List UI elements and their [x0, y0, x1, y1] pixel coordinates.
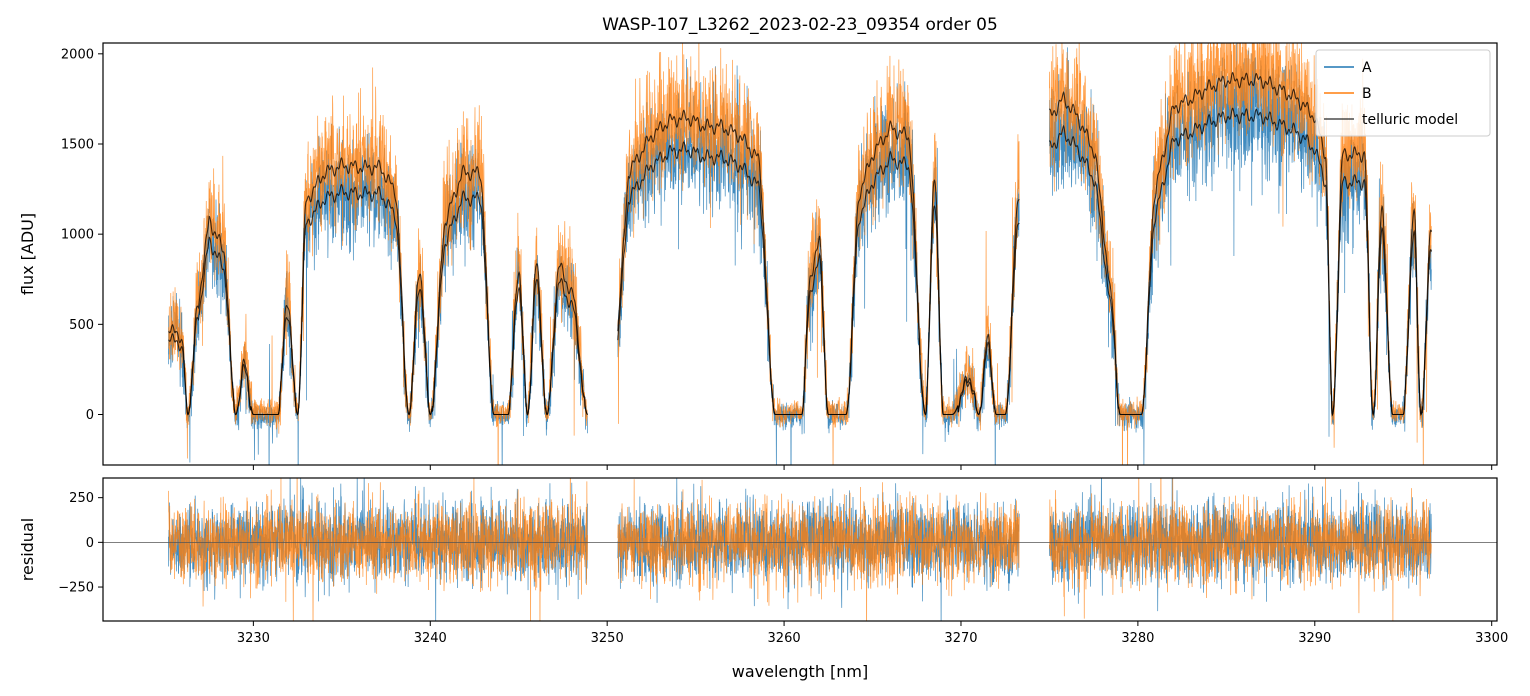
legend-label: A: [1362, 60, 1372, 76]
y-tick-label: 250: [69, 491, 94, 506]
residual-y-axis-label: residual: [18, 518, 37, 581]
y-tick-label: −250: [58, 581, 94, 596]
telluric-model-line-2: [168, 71, 1433, 417]
y-tick-label: 1000: [61, 228, 94, 243]
main-axes-frame: [102, 42, 1498, 466]
y-tick-label: 0: [86, 408, 94, 423]
main-y-ticks: 0 500 1000 1500 2000: [61, 47, 103, 423]
x-tick-label: 3240: [414, 631, 447, 646]
x-tick-label: 3270: [944, 631, 977, 646]
legend-label: B: [1362, 86, 1372, 102]
residual-panel: −250 0 250 3230 3240 3250 3260 3270 3280 3290 330…: [18, 477, 1508, 681]
series-line-a: [168, 43, 1432, 465]
series-line-b: [168, 43, 1432, 465]
residual-x-ticks: 3230 3240 3250 3260 3270 3280 3290 3300: [237, 621, 1508, 646]
x-tick-label: 3230: [237, 631, 270, 646]
main-x-ticks: [252, 465, 1493, 470]
residual-axes-frame: [102, 477, 1498, 622]
main-y-axis-label: flux [ADU]: [18, 213, 37, 295]
x-tick-label: 3260: [768, 631, 801, 646]
residual-line-b: [168, 478, 1432, 621]
y-tick-label: 0: [86, 536, 94, 551]
y-tick-label: 1500: [61, 137, 94, 152]
legend-label: telluric model: [1362, 112, 1458, 128]
main-plot-area: [168, 43, 1433, 465]
legend-box: [1315, 49, 1491, 137]
chart-title: WASP-107_L3262_2023-02-23_09354 order 05: [602, 15, 998, 35]
residual-y-ticks: −250 0 250: [58, 491, 103, 596]
y-tick-label: 2000: [61, 47, 94, 62]
x-tick-label: 3300: [1475, 631, 1508, 646]
residual-plot-area: [103, 478, 1497, 621]
y-tick-label: 500: [69, 318, 94, 333]
x-axis-label: wavelength [nm]: [732, 662, 869, 681]
x-tick-label: 3290: [1298, 631, 1331, 646]
x-tick-label: 3280: [1121, 631, 1154, 646]
x-tick-label: 3250: [591, 631, 624, 646]
